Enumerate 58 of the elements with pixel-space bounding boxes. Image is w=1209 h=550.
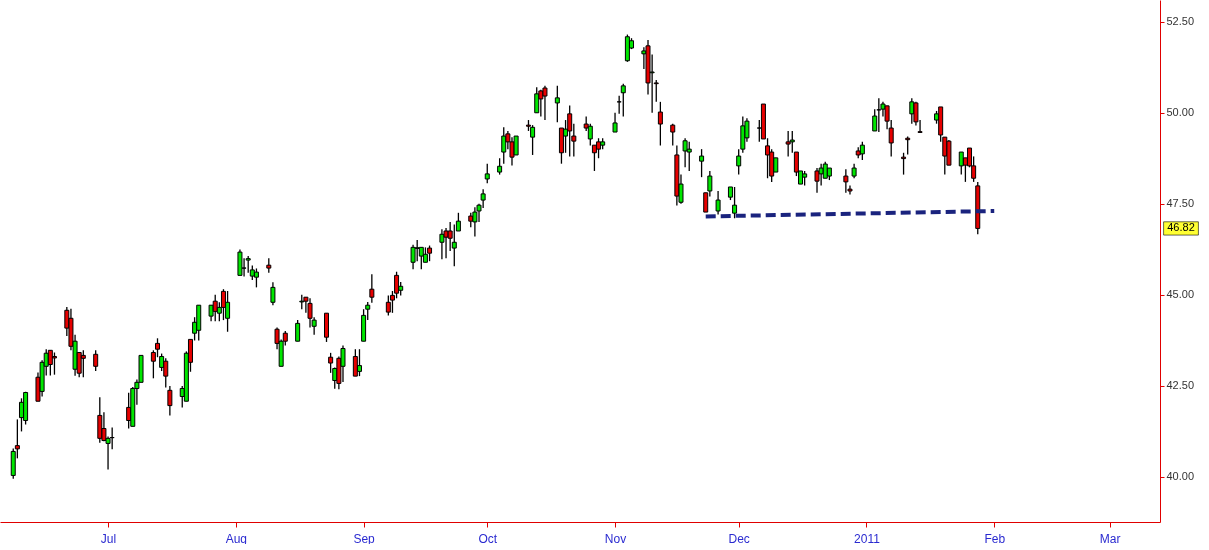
candlestick	[715, 190, 721, 216]
x-tick-label: Feb	[984, 531, 1006, 546]
candlestick	[657, 101, 663, 147]
candlestick	[501, 126, 507, 165]
candlestick	[612, 112, 618, 133]
candlestick	[97, 396, 103, 444]
x-tick-label: Oct	[478, 531, 498, 546]
x-tick-label: 2011	[854, 531, 881, 546]
candlestick	[439, 228, 445, 261]
candlestick	[567, 104, 573, 158]
candlestick	[732, 186, 738, 219]
candlestick	[682, 137, 688, 168]
candlestick	[484, 163, 490, 184]
y-tick-label: 52.50	[1166, 15, 1195, 28]
candlestick	[356, 348, 362, 377]
y-tick-label: 47.50	[1166, 197, 1195, 210]
candlestick	[414, 239, 420, 262]
candlestick	[538, 89, 544, 118]
candlestick	[47, 349, 53, 377]
candlestick	[480, 188, 486, 209]
candlestick	[542, 85, 548, 121]
candlestick	[534, 86, 540, 114]
x-tick-label: Nov	[604, 531, 627, 546]
text: 46.82	[1167, 221, 1195, 234]
candlestick	[237, 248, 243, 277]
y-tick-label: 50.00	[1166, 106, 1195, 119]
candlestick	[385, 294, 391, 317]
candlestick	[686, 141, 692, 172]
candlestick	[530, 124, 536, 156]
y-tick-label: 42.50	[1166, 379, 1195, 392]
candlestick	[443, 227, 449, 259]
candlestick	[814, 167, 820, 194]
candlestick	[620, 83, 626, 118]
candlestick	[80, 349, 86, 378]
candlestick	[163, 357, 169, 389]
y-tick-label: 45.00	[1166, 288, 1195, 301]
candlestick	[270, 281, 276, 306]
x-tick-label: Mar	[1099, 531, 1121, 546]
x-tick-label: Jul	[100, 531, 117, 546]
candlestick	[295, 319, 301, 342]
y-tick-label: 40.00	[1166, 470, 1195, 483]
candlestick	[167, 385, 173, 417]
candlestick	[410, 244, 416, 270]
candlestick	[225, 290, 231, 333]
candlestick	[253, 267, 259, 289]
candlestick	[616, 95, 622, 115]
candlestick	[843, 168, 849, 194]
candlestick	[451, 223, 457, 267]
x-tick-label: Dec	[728, 531, 750, 546]
candlestick	[51, 351, 57, 376]
candlestick	[901, 152, 907, 176]
candlestick	[369, 273, 375, 304]
candlestick	[699, 148, 705, 178]
candlestick	[352, 348, 358, 377]
candlestick	[785, 130, 791, 158]
candlestick	[93, 349, 99, 372]
candlestick	[905, 135, 911, 156]
candlestick	[554, 85, 560, 123]
